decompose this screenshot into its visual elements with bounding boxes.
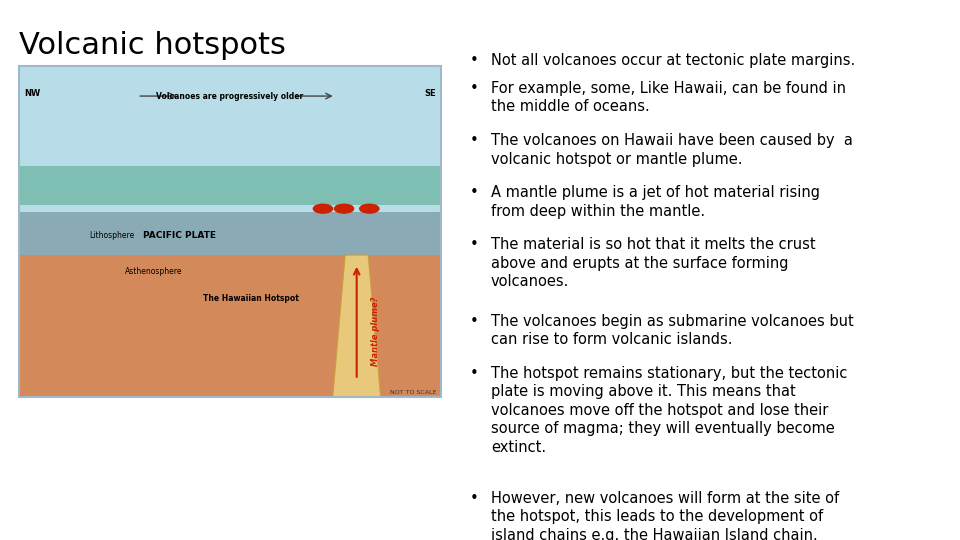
Text: •: • (469, 314, 479, 328)
Text: SE: SE (424, 90, 436, 98)
Text: The material is so hot that it melts the crust
above and erupts at the surface f: The material is so hot that it melts the… (491, 237, 816, 289)
Text: •: • (469, 491, 479, 505)
Text: A mantle plume is a jet of hot material rising
from deep within the mantle.: A mantle plume is a jet of hot material … (491, 185, 820, 219)
Text: Volcanic hotspots: Volcanic hotspots (19, 31, 286, 60)
FancyBboxPatch shape (19, 212, 441, 255)
Text: •: • (469, 53, 479, 68)
Polygon shape (333, 255, 381, 397)
FancyBboxPatch shape (19, 66, 441, 215)
Text: •: • (469, 185, 479, 200)
Text: •: • (469, 81, 479, 96)
FancyBboxPatch shape (19, 255, 441, 397)
Text: •: • (469, 366, 479, 381)
Text: The Hawaiian Hotspot: The Hawaiian Hotspot (204, 294, 300, 302)
FancyBboxPatch shape (19, 166, 441, 205)
Text: The volcanoes on Hawaii have been caused by  a
volcanic hotspot or mantle plume.: The volcanoes on Hawaii have been caused… (491, 133, 852, 166)
Text: PACIFIC PLATE: PACIFIC PLATE (143, 231, 216, 240)
Text: NOT TO SCALE: NOT TO SCALE (390, 390, 436, 395)
Text: The hotspot remains stationary, but the tectonic
plate is moving above it. This : The hotspot remains stationary, but the … (491, 366, 848, 455)
Text: Not all volcanoes occur at tectonic plate margins.: Not all volcanoes occur at tectonic plat… (491, 53, 855, 68)
Text: For example, some, Like Hawaii, can be found in
the middle of oceans.: For example, some, Like Hawaii, can be f… (491, 81, 846, 114)
Text: Lithosphere: Lithosphere (89, 231, 134, 240)
Text: Asthenosphere: Asthenosphere (125, 267, 182, 276)
Circle shape (360, 204, 379, 213)
Text: •: • (469, 237, 479, 252)
Text: However, new volcanoes will form at the site of
the hotspot, this leads to the d: However, new volcanoes will form at the … (491, 491, 839, 540)
Circle shape (334, 204, 353, 213)
Text: NW: NW (24, 90, 40, 98)
Circle shape (313, 204, 332, 213)
Text: Mantle plume?: Mantle plume? (372, 296, 380, 366)
Text: •: • (469, 133, 479, 148)
Text: The volcanoes begin as submarine volcanoes but
can rise to form volcanic islands: The volcanoes begin as submarine volcano… (491, 314, 853, 347)
Text: Volcanoes are progressively older: Volcanoes are progressively older (156, 92, 303, 100)
